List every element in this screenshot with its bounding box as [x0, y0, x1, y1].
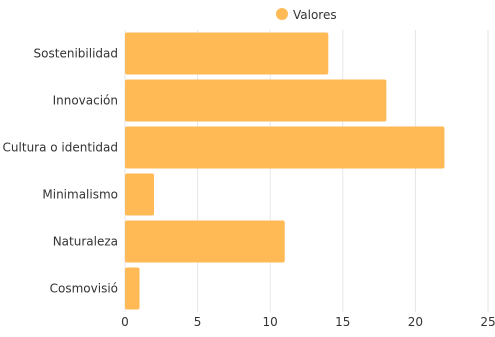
- bar-cultura-o-identidad[interactable]: [125, 126, 445, 169]
- bar-innovación[interactable]: [125, 79, 387, 122]
- y-category-label: Cultura o identidad: [3, 141, 118, 155]
- y-category-label: Innovación: [53, 94, 118, 108]
- bar-cosmovisió[interactable]: [125, 267, 140, 310]
- x-tick-label-5: 5: [194, 315, 202, 329]
- bar-sostenibilidad[interactable]: [125, 32, 329, 75]
- x-tick-label-10: 10: [263, 315, 278, 329]
- x-tick-label-15: 15: [335, 315, 350, 329]
- x-axis-tick-labels: 0 5 10 15 20 25: [121, 315, 495, 329]
- legend: Valores: [276, 8, 337, 22]
- x-tick-label-25: 25: [480, 315, 495, 329]
- y-axis-category-labels: Sostenibilidad Innovación Cultura o identi…: [3, 47, 118, 296]
- x-tick-label-20: 20: [408, 315, 423, 329]
- x-tick-label-0: 0: [121, 315, 129, 329]
- y-category-label: Minimalismo: [42, 188, 118, 202]
- legend-swatch-valores: [276, 8, 288, 20]
- y-category-label: Naturaleza: [53, 235, 118, 249]
- gridlines: [124, 30, 489, 312]
- y-category-label: Sostenibilidad: [34, 47, 118, 61]
- bar-naturaleza[interactable]: [125, 220, 285, 263]
- legend-label-valores: Valores: [293, 8, 337, 22]
- bars: [125, 32, 445, 310]
- bar-minimalismo[interactable]: [125, 173, 155, 216]
- y-category-label: Cosmovisió: [50, 282, 118, 296]
